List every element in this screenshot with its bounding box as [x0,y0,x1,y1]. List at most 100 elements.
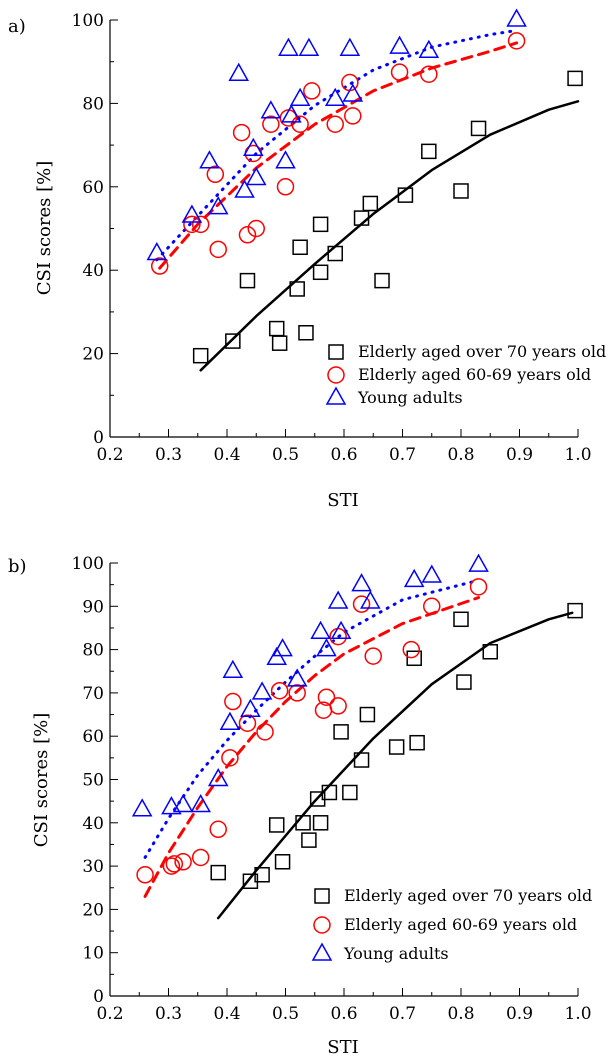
panel-b-point-square [274,854,291,870]
panel-b-x-tick-label: 0.9 [506,1004,533,1024]
panel-a-fit-line-young-adults [155,28,519,262]
panel-a-point-square [567,70,583,87]
panel-b-point-square [388,739,405,755]
panel-a-x-tick-label: 0.5 [272,445,299,465]
panel-a-point-square [271,335,288,351]
panel-a-point-circle [420,65,438,83]
panel-b-point-circle [352,595,371,613]
panel-b-point-circle [224,692,242,711]
panel-a-y-tick-label: 20 [82,345,104,365]
panel-a-point-square [453,183,469,199]
panel-a-point-circle [303,82,321,100]
panel-a-point-triangle [324,87,346,106]
panel-a: a) STI CSI scores [%] 0.2 0.3 0.4 0.5 0.6 0.7… [8,8,606,511]
panel-b-point-square [409,734,425,751]
panel-a-point-circle [507,32,526,50]
panel-b-point-square [456,674,472,690]
panel-a-y-tick-label: 40 [82,261,104,281]
panel-b-point-square [210,864,226,881]
panel-a-point-circle [326,115,344,133]
panel-b-point-triangle [161,796,182,815]
panel-a-point-triangle [342,83,364,102]
panel-b-point-triangle [190,793,211,813]
panel-b-point-circle [288,684,306,702]
panel-b-y-tick-label: 60 [82,727,104,747]
panel-b-point-triangle [421,564,443,583]
panel-a-legend-triangle-marker [325,386,347,405]
panel-b-y-tick-label: 20 [82,900,104,920]
panel-b-point-triangle [286,668,308,687]
panel-a-point-triangle [418,39,440,59]
panel-b-fit-line-elderly-aged-60-69-years-old [143,596,480,898]
panel-a-point-circle [238,226,257,244]
panel-a-point-square [268,320,285,337]
panel-a-point-circle [341,73,359,92]
panel-b-fit-line-young-adults [143,578,480,859]
panel-b-point-square [301,832,317,848]
panel-b-x-tick-label: 1.0 [564,1004,591,1024]
panel-b-point-square [353,752,370,768]
panel-b-y-tick-label: 0 [93,987,104,1007]
panel-b-point-triangle [403,568,425,588]
panel-b-legend-triangle-marker [311,942,333,961]
panel-a-point-circle [390,63,409,81]
panel-b-point-circle [317,688,336,706]
panel-a-point-square [289,281,305,297]
panel-a-x-tick-label: 0.3 [155,445,182,465]
panel-b-legend-label: Elderly aged over 70 years old [344,886,592,905]
panel-a-legend-square-marker [328,344,344,360]
panel-b-y-tick-label: 80 [82,641,104,661]
panel-a-point-triangle [339,37,361,56]
panel-b-point-square [359,706,376,723]
panel-a-point-circle [262,115,280,133]
panel-a-x-tick-label: 1.0 [564,445,591,465]
panel-b-point-triangle [327,590,349,609]
panel-a-point-triangle [245,166,267,186]
panel-b-point-triangle [468,553,489,572]
panel-b-point-circle [329,697,347,715]
panel-a-x-tick-label: 0.6 [330,445,357,465]
panel-a-point-triangle [243,137,264,157]
panel-b-y-tick-label: 40 [82,814,104,834]
panel-a-legend-label: Elderly aged 60-69 years old [358,365,591,384]
panel-b-point-square [406,650,422,667]
panel-a-point-circle [232,123,251,142]
panel-a-point-circle [209,240,227,259]
panel-b-point-circle [191,848,210,867]
panel-b-legend-label: Elderly aged 60-69 years old [344,915,577,934]
panel-b-x-tick-label: 0.3 [155,1004,182,1024]
panel-a-point-square [397,187,414,203]
panel-a-y-tick-label: 60 [82,178,104,198]
panel-a-point-triangle [275,150,296,169]
panel-b-point-square [342,784,358,801]
panel-b-point-triangle [131,798,153,817]
panel-a-fit-line-elderly-aged-60-69-years-old [158,41,519,270]
panel-a-point-triangle [506,8,527,27]
panel-b-point-circle [469,578,488,596]
panel-b-point-square [482,644,498,660]
panel-b-y-tick-label: 90 [82,597,104,617]
panel-a-y-tick-label: 80 [82,94,104,114]
panel-b-point-triangle [207,767,229,787]
panel-a-point-triangle [234,179,255,198]
panel-a-legend-label: Young adults [357,388,463,407]
panel-a-x-tick-label: 0.8 [447,445,474,465]
panel-a-point-circle [191,215,210,234]
panel-a-y-tick-label: 0 [93,428,104,448]
panel-b-y-tick-label: 100 [72,554,104,574]
panel-b-y-tick-label: 30 [82,857,104,877]
panel-b-point-triangle [240,698,261,717]
panel-a-x-tick-label: 0.7 [389,445,416,465]
panel-b-point-square [333,724,349,740]
panel-a-x-tick-label: 0.4 [213,445,240,465]
panel-a-point-square [470,120,487,137]
panel-b-point-square [268,817,285,833]
panel-a-point-circle [206,165,225,184]
panel-a-point-square [292,239,308,256]
panel-b-point-triangle [272,638,293,657]
panel-a-point-square [225,333,241,349]
panel-b-x-tick-label: 0.4 [213,1004,240,1024]
panel-b-legend-square-marker [314,888,330,904]
panel-b-fit-line-elderly-aged-over-70-years-old [216,611,574,920]
panel-b-point-triangle [251,681,273,700]
